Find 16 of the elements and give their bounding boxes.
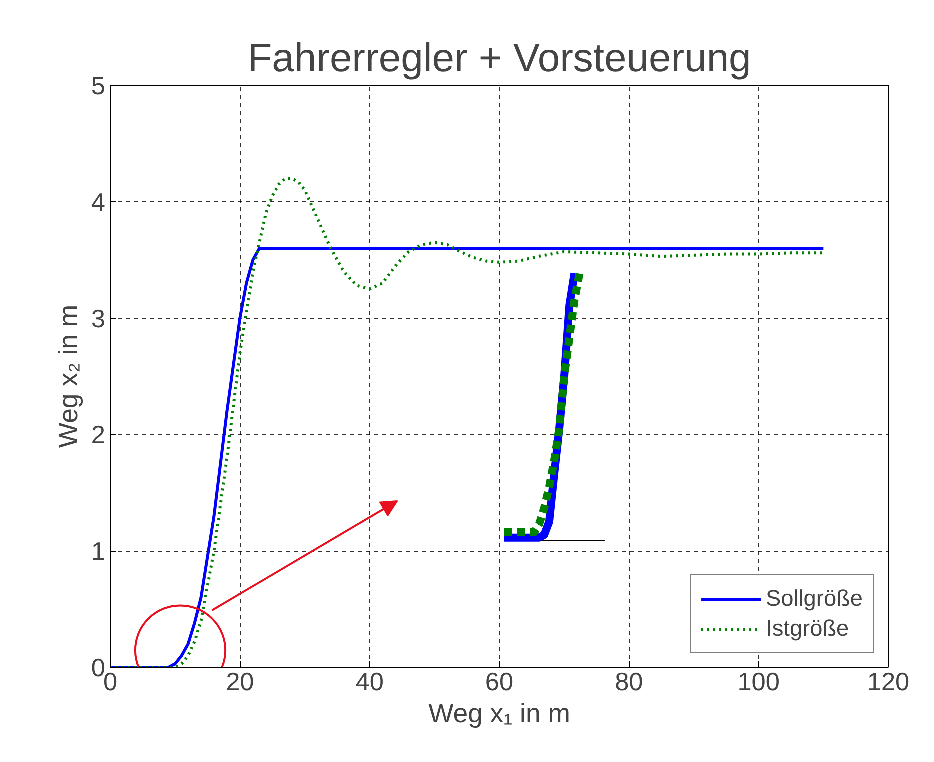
y-tick-label: 3: [91, 305, 106, 334]
y-tick-label: 2: [91, 422, 106, 450]
y-tick-label: 4: [91, 188, 106, 217]
chart-title: Fahrerregler + Vorsteuerung: [248, 36, 752, 80]
legend-label: Istgröße: [766, 615, 850, 642]
x-axis-title: Weg x₁ in m: [428, 698, 570, 728]
y-axis-title: Weg x₂ in m: [53, 304, 84, 448]
x-tick-label: 120: [867, 668, 910, 696]
x-tick-label: 80: [615, 668, 644, 696]
x-tick-label: 20: [226, 668, 254, 696]
y-tick-label: 1: [91, 538, 106, 566]
x-tick-label: 100: [738, 668, 780, 696]
legend-label: Sollgröße: [766, 585, 863, 612]
x-tick-label: 40: [356, 668, 384, 696]
x-tick-label: 60: [485, 668, 514, 696]
y-tick-label: 5: [91, 72, 106, 100]
